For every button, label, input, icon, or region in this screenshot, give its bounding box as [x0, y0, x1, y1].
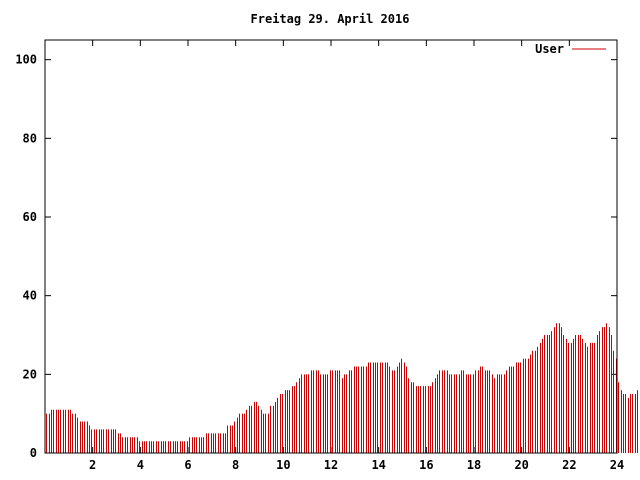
x-tick-label: 4: [137, 458, 144, 472]
legend: User: [535, 42, 606, 56]
x-axis: 2 4 6 8 10 12 14 16 18 20 22 24: [89, 40, 624, 472]
y-tick-label: 80: [23, 131, 37, 145]
x-tick-label: 10: [276, 458, 290, 472]
y-tick-label: 0: [30, 446, 37, 460]
x-tick-label: 12: [324, 458, 338, 472]
x-tick-label: 6: [184, 458, 191, 472]
x-tick-label: 22: [562, 458, 576, 472]
x-tick-label: 24: [610, 458, 624, 472]
y-tick-label: 40: [23, 289, 37, 303]
legend-label-user: User: [535, 42, 564, 56]
x-tick-label: 2: [89, 458, 96, 472]
y-tick-label: 100: [15, 53, 37, 67]
y-axis: 0 20 40 60 80 100: [15, 53, 617, 460]
x-tick-label: 14: [371, 458, 385, 472]
y-tick-label: 20: [23, 367, 37, 381]
x-tick-label: 16: [419, 458, 433, 472]
y-tick-label: 60: [23, 210, 37, 224]
plot-area-frame: [44, 39, 618, 454]
x-tick-label: 20: [514, 458, 528, 472]
x-tick-label: 18: [467, 458, 481, 472]
bar-series-user: [46, 323, 638, 453]
x-tick-label: 8: [232, 458, 239, 472]
chart-title: Freitag 29. April 2016: [251, 12, 410, 26]
